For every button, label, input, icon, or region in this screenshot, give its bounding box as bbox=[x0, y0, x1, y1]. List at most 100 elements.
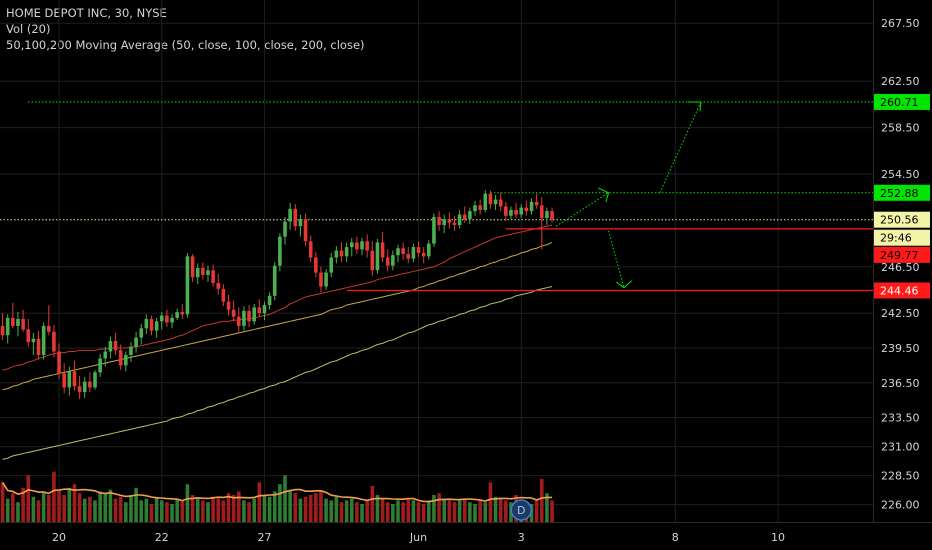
candle-body bbox=[283, 221, 287, 237]
price-tag-support-2-bg bbox=[874, 282, 930, 299]
candle-body bbox=[288, 208, 292, 222]
volume-bar bbox=[72, 484, 77, 522]
candle-body bbox=[129, 346, 133, 355]
volume-bar bbox=[360, 504, 364, 522]
candle-body bbox=[370, 250, 375, 271]
price-tag-target-mid: 252.88 bbox=[880, 187, 919, 200]
candle-body bbox=[462, 214, 467, 220]
candle-body bbox=[113, 341, 118, 351]
candle-body bbox=[447, 219, 452, 223]
volume-bar bbox=[406, 498, 411, 522]
price-tick-label: 254.50 bbox=[881, 168, 920, 181]
volume-bar bbox=[396, 500, 400, 522]
price-tick-label: 258.50 bbox=[881, 122, 920, 135]
volume-bar bbox=[283, 475, 287, 522]
volume-bar bbox=[98, 491, 102, 522]
volume-bar bbox=[267, 496, 272, 522]
volume-bar bbox=[442, 498, 447, 522]
volume-bar bbox=[206, 502, 210, 522]
volume-bar bbox=[170, 504, 174, 522]
volume-bar bbox=[457, 500, 462, 522]
chart-title: HOME DEPOT INC, 30, NYSE bbox=[6, 6, 167, 20]
candle-body bbox=[77, 386, 82, 393]
candle-body bbox=[344, 247, 349, 257]
volume-bar bbox=[67, 487, 72, 522]
volume-bar bbox=[334, 496, 339, 522]
candles bbox=[0, 190, 554, 400]
volume-bar bbox=[242, 500, 246, 522]
volume-bar bbox=[46, 495, 51, 522]
candle-body bbox=[262, 305, 267, 314]
candle-body bbox=[401, 248, 405, 255]
candle-body bbox=[190, 256, 195, 278]
price-tick-label: 242.50 bbox=[881, 307, 920, 320]
volume-bar bbox=[534, 500, 539, 522]
candle-body bbox=[539, 205, 544, 219]
candle-body bbox=[272, 265, 277, 296]
volume-bar bbox=[77, 493, 82, 522]
price-levels bbox=[0, 101, 873, 292]
volume-bar bbox=[411, 500, 416, 522]
price-axis-bg bbox=[873, 0, 932, 550]
candle-body bbox=[411, 247, 416, 259]
time-tick-label: 8 bbox=[672, 531, 679, 544]
volume-bar bbox=[149, 504, 154, 522]
arrow-to-high-target bbox=[659, 101, 702, 193]
candle-body bbox=[349, 242, 354, 248]
candle-body bbox=[26, 329, 31, 343]
arrowhead-support bbox=[615, 280, 632, 289]
volume-bar bbox=[550, 500, 554, 522]
candle-body bbox=[139, 328, 144, 338]
volume-bar bbox=[159, 500, 164, 522]
volume-bar bbox=[36, 500, 41, 522]
price-tag-target-high: 260.71 bbox=[880, 96, 919, 109]
candle-body bbox=[165, 315, 169, 323]
candle-body bbox=[0, 325, 5, 336]
volume-bar bbox=[421, 504, 426, 522]
volume-bar bbox=[88, 496, 92, 522]
price-axis[interactable]: 267.50 262.50 258.50 254.50 246.50 242.50 239.… bbox=[873, 0, 932, 550]
volume-bar bbox=[185, 484, 190, 522]
price-tag-target-mid-bg bbox=[874, 184, 930, 201]
price-tick-label: 246.50 bbox=[881, 261, 920, 274]
candle-body bbox=[380, 242, 385, 258]
candle-body bbox=[134, 337, 138, 347]
volume-bar bbox=[11, 493, 15, 522]
volume-bar bbox=[62, 495, 66, 522]
arrow-to-mid-target bbox=[555, 192, 609, 227]
candle-body bbox=[226, 301, 231, 310]
volume-bar bbox=[483, 502, 488, 522]
volume-bar bbox=[134, 487, 138, 522]
candle-body bbox=[124, 354, 128, 366]
candle-body bbox=[267, 295, 272, 306]
volume-bar bbox=[118, 496, 123, 522]
candle-body bbox=[473, 205, 477, 212]
candle-body bbox=[175, 312, 179, 318]
arrowhead-high bbox=[688, 101, 702, 112]
candle-body bbox=[334, 250, 339, 258]
candle-body bbox=[144, 319, 149, 329]
volume-bars bbox=[0, 471, 554, 522]
moving-average-legend[interactable]: 50,100,200 Moving Average (50, close, 10… bbox=[6, 38, 365, 52]
candle-body bbox=[103, 351, 108, 359]
dividend-marker[interactable]: D bbox=[510, 499, 532, 521]
candle-body bbox=[483, 193, 488, 210]
time-axis-bg bbox=[0, 522, 932, 550]
candle-body bbox=[52, 331, 56, 352]
volume-bar bbox=[221, 500, 226, 522]
volume-bar bbox=[139, 500, 144, 522]
time-tick-label: Jun bbox=[409, 531, 427, 544]
time-axis[interactable]: 20 22 27 Jun 3 8 10 bbox=[0, 522, 932, 550]
time-tick-label: 27 bbox=[257, 531, 271, 544]
volume-bar bbox=[216, 498, 221, 522]
candle-body bbox=[21, 319, 25, 330]
volume-bar bbox=[385, 502, 390, 522]
volume-bar bbox=[462, 498, 467, 522]
candle-body bbox=[534, 201, 539, 206]
volume-legend[interactable]: Vol (20) bbox=[6, 22, 51, 36]
candle-body bbox=[236, 316, 241, 326]
volume-bar bbox=[365, 500, 369, 522]
candle-body bbox=[293, 208, 298, 227]
volume-bar bbox=[339, 502, 344, 522]
